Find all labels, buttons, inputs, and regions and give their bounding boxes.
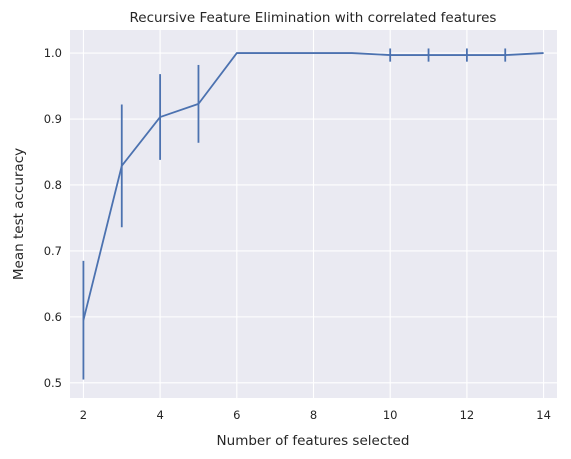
y-tick-labels: 0.5 0.6 0.7 0.8 0.9 1.0 bbox=[44, 46, 62, 390]
grid bbox=[70, 30, 557, 398]
y-tick-label: 0.8 bbox=[44, 178, 62, 192]
x-tick-label: 4 bbox=[156, 408, 163, 422]
series-lines bbox=[82, 52, 544, 321]
x-tick-label: 2 bbox=[80, 408, 87, 422]
y-axis-label: Mean test accuracy bbox=[11, 148, 27, 280]
y-tick-label: 1.0 bbox=[44, 46, 62, 60]
x-tick-label: 14 bbox=[536, 408, 551, 422]
x-tick-labels: 2 4 6 8 10 12 14 bbox=[80, 408, 551, 422]
x-tick-label: 12 bbox=[460, 408, 475, 422]
y-tick-label: 0.6 bbox=[44, 310, 62, 324]
y-tick-label: 0.9 bbox=[44, 112, 62, 126]
y-tick-label: 0.7 bbox=[44, 244, 62, 258]
chart-title: Recursive Feature Elimination with corre… bbox=[130, 10, 497, 26]
x-tick-label: 6 bbox=[233, 408, 240, 422]
x-tick-label: 8 bbox=[310, 408, 317, 422]
y-tick-label: 0.5 bbox=[44, 376, 62, 390]
x-axis-label: Number of features selected bbox=[217, 433, 410, 449]
x-tick-label: 10 bbox=[383, 408, 398, 422]
